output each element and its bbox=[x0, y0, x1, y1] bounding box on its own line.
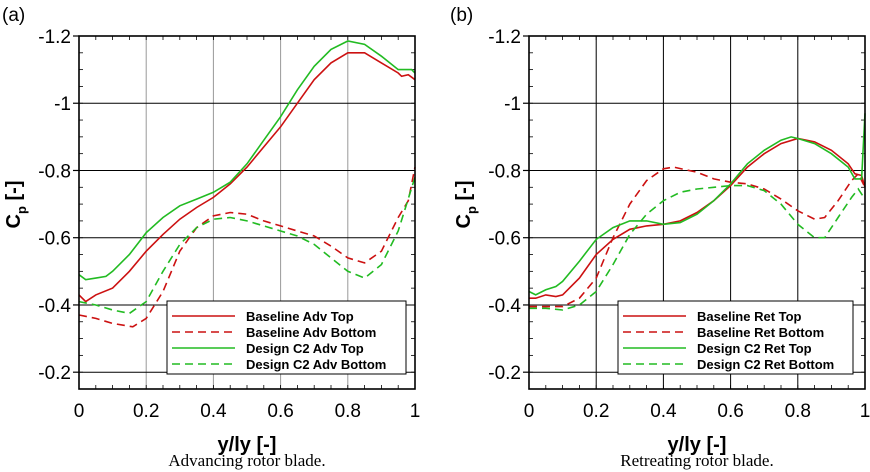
legend-label: Design C2 Adv Bottom bbox=[246, 357, 386, 372]
y-tick-label: -0.6 bbox=[38, 229, 71, 250]
plot-frame bbox=[528, 35, 866, 390]
y-tick-label: -0.2 bbox=[488, 363, 521, 384]
legend-box bbox=[166, 300, 407, 375]
x-tick-label: 0.2 bbox=[133, 401, 159, 422]
y-axis-label: Cp [-] bbox=[3, 181, 29, 229]
legend-box bbox=[617, 300, 854, 375]
series-line-baseline-adv-top bbox=[78, 52, 416, 303]
legend-label: Baseline Adv Top bbox=[246, 309, 354, 324]
legend-label: Design C2 Adv Top bbox=[246, 341, 364, 356]
panel-b: 0 0.2 0.4 0.6 0.8 1 -1.2 -1 -0.8 -0.6 -0.4 -0.2 Base… bbox=[450, 5, 870, 470]
y-tick-label: -1 bbox=[54, 94, 71, 115]
y-tick-label: -0.8 bbox=[488, 161, 521, 182]
x-tick-label: 0.6 bbox=[717, 401, 743, 422]
series-line-design-c2-adv-bottom bbox=[78, 176, 416, 315]
x-tick-label: 0.4 bbox=[200, 401, 227, 422]
series-line-baseline-ret-top bbox=[529, 137, 866, 299]
x-tick-label: 0.6 bbox=[267, 401, 293, 422]
panel-label: (a) bbox=[2, 5, 25, 26]
legend-label: Baseline Adv Bottom bbox=[246, 325, 376, 340]
y-tick-label: -0.2 bbox=[38, 363, 71, 384]
y-tick-label: -1.2 bbox=[488, 27, 521, 48]
x-tick-label: 1 bbox=[410, 401, 421, 422]
x-axis-label: y/ly [-] bbox=[668, 434, 727, 456]
y-tick-label: -1.2 bbox=[38, 27, 71, 48]
panel-a: 0 0.2 0.4 0.6 0.8 1 -1.2 -1 -0.8 -0.6 -0.4 -0.2 Base… bbox=[2, 5, 420, 470]
x-tick-label: 0.8 bbox=[335, 401, 361, 422]
series-line-design-c2-ret-bottom bbox=[529, 184, 866, 311]
series-line-baseline-ret-bottom bbox=[529, 166, 866, 308]
series-line-design-c2-adv-top bbox=[78, 40, 416, 281]
x-tick-label: 0.8 bbox=[785, 401, 811, 422]
figure-caption: Advancing rotor blade. bbox=[168, 451, 325, 470]
x-tick-label: 0 bbox=[524, 401, 535, 422]
legend-label: Design C2 Ret Bottom bbox=[697, 357, 834, 372]
plot-frame bbox=[78, 35, 416, 390]
legend-label: Baseline Ret Top bbox=[697, 309, 802, 324]
legend-label: Baseline Ret Bottom bbox=[697, 325, 824, 340]
panel-label: (b) bbox=[450, 5, 473, 26]
y-tick-label: -0.4 bbox=[38, 296, 71, 317]
x-tick-label: 1 bbox=[860, 401, 870, 422]
y-tick-label: -0.4 bbox=[488, 296, 521, 317]
series-line-baseline-adv-bottom bbox=[78, 166, 416, 328]
x-tick-label: 0.4 bbox=[650, 401, 677, 422]
y-tick-label: -0.6 bbox=[488, 229, 521, 250]
x-axis-label: y/ly [-] bbox=[218, 434, 277, 456]
y-tick-label: -0.8 bbox=[38, 161, 71, 182]
x-tick-label: 0 bbox=[74, 401, 85, 422]
figure-caption: Retreating rotor blade. bbox=[620, 451, 773, 470]
y-axis-label: Cp [-] bbox=[453, 181, 479, 229]
series-line-design-c2-ret-top bbox=[528, 113, 866, 296]
x-tick-label: 0.2 bbox=[583, 401, 609, 422]
y-tick-label: -1 bbox=[504, 94, 521, 115]
legend-label: Design C2 Ret Top bbox=[697, 341, 812, 356]
